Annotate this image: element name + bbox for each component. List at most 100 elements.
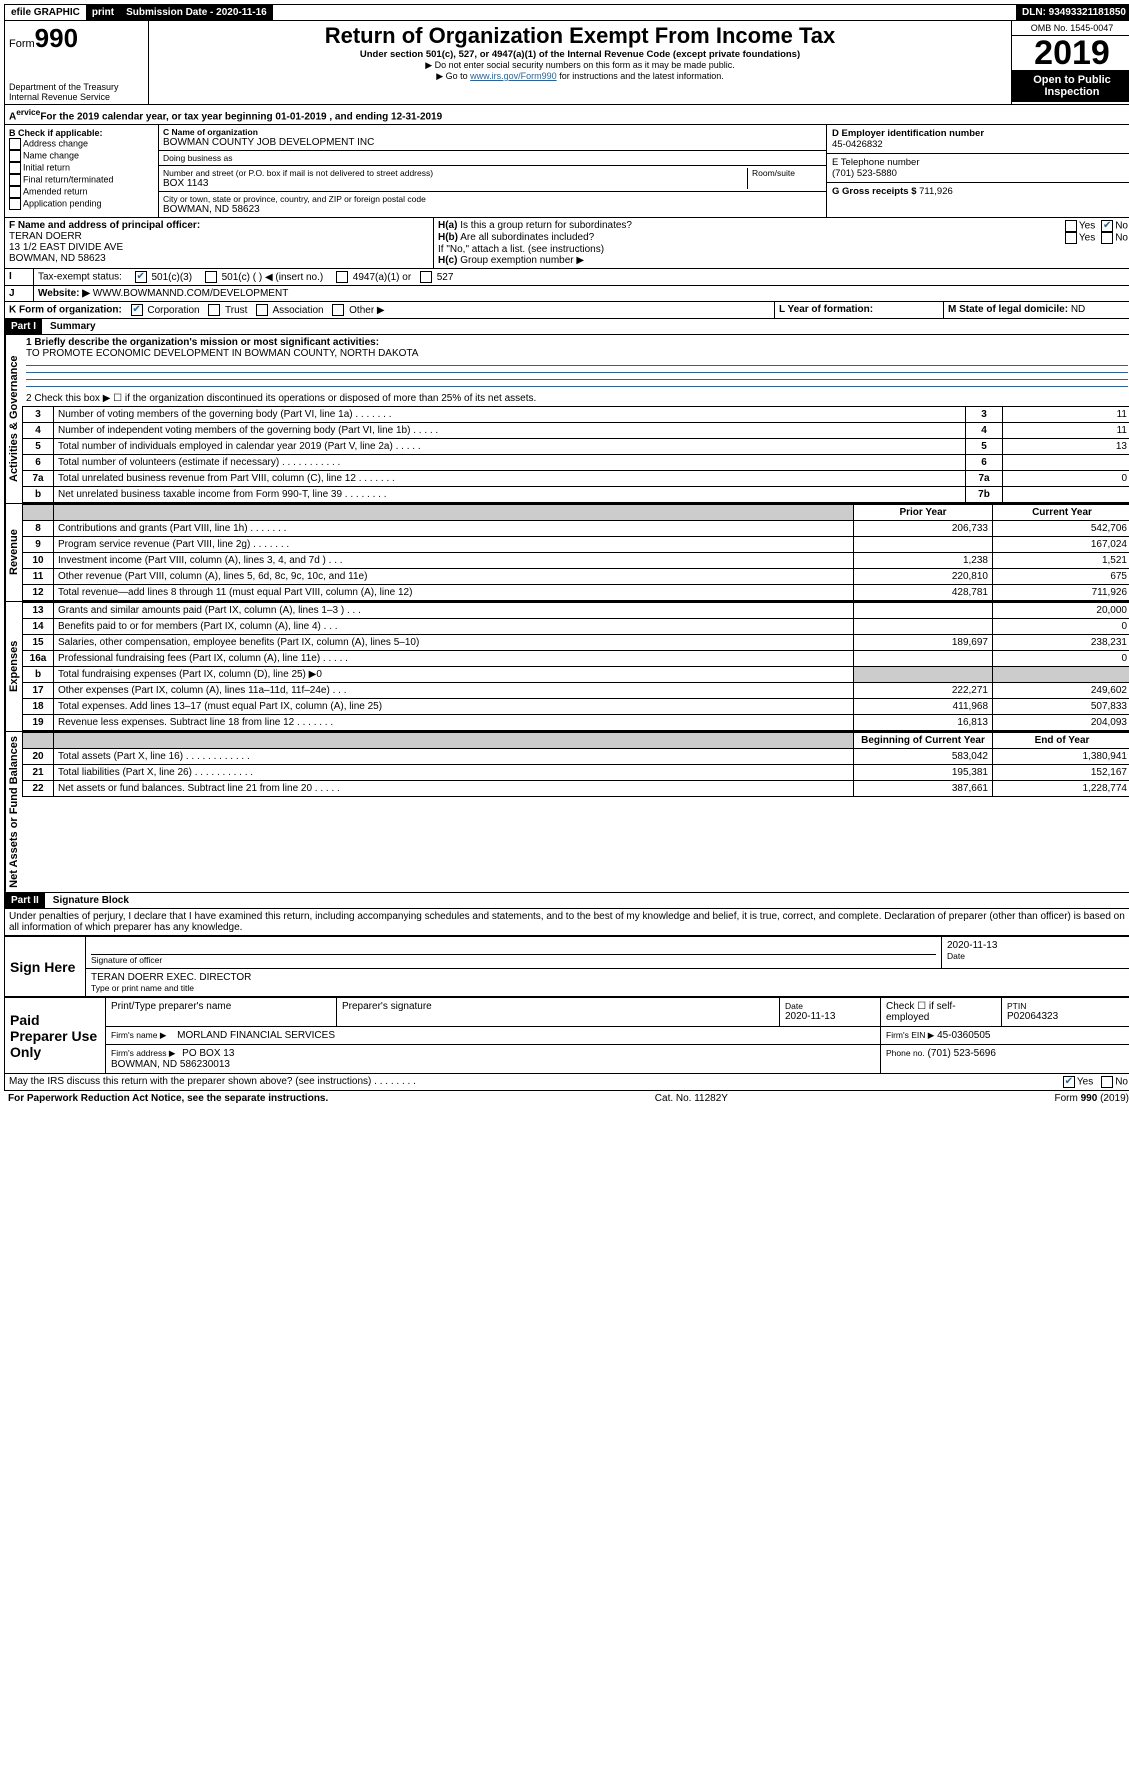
i-527[interactable]: 527 xyxy=(420,272,453,283)
website-value: WWW.BOWMANND.COM/DEVELOPMENT xyxy=(93,288,289,299)
form-label: Form xyxy=(9,38,35,50)
part-ii-subtitle: Signature Block xyxy=(53,895,129,906)
signature-block: Sign Here Signature of officer 2020-11-1… xyxy=(4,936,1129,997)
dln: DLN: 93493321181850 xyxy=(1016,5,1129,20)
section-k-l-m: K Form of organization: Corporation Trus… xyxy=(4,302,1129,319)
table-row: 11Other revenue (Part VIII, column (A), … xyxy=(23,569,1129,585)
net-assets-table: Beginning of Current YearEnd of Year20To… xyxy=(22,732,1129,797)
officer-printed-name: TERAN DOERR EXEC. DIRECTOR xyxy=(91,972,1127,983)
linea-pre: For the 2019 calendar year, or tax year … xyxy=(40,111,275,122)
l-label: L Year of formation: xyxy=(779,304,873,315)
opt-initial-return[interactable]: Initial return xyxy=(9,162,154,174)
i-4947[interactable]: 4947(a)(1) or xyxy=(336,272,411,283)
org-name: BOWMAN COUNTY JOB DEVELOPMENT INC xyxy=(163,137,822,148)
opt-address-change[interactable]: Address change xyxy=(9,138,154,150)
firm-ein-label: Firm's EIN ▶ xyxy=(886,1030,934,1040)
firm-name: MORLAND FINANCIAL SERVICES xyxy=(177,1030,335,1041)
sig-officer-label: Signature of officer xyxy=(91,955,936,965)
firm-phone-label: Phone no. xyxy=(886,1048,925,1058)
perjury-statement: Under penalties of perjury, I declare th… xyxy=(4,909,1129,936)
i-501c[interactable]: 501(c) ( ) ◀ (insert no.) xyxy=(205,272,323,283)
table-row: 8Contributions and grants (Part VIII, li… xyxy=(23,521,1129,537)
part-i-subtitle: Summary xyxy=(50,321,96,332)
type-name-label: Type or print name and title xyxy=(91,983,1127,993)
b-check-label: B Check if applicable: xyxy=(9,128,154,138)
k-assoc[interactable]: Association xyxy=(256,305,323,316)
print-button[interactable]: print xyxy=(86,5,120,20)
table-row: 9Program service revenue (Part VIII, lin… xyxy=(23,537,1129,553)
c-label: C Name of organization xyxy=(163,127,822,137)
table-row: 19Revenue less expenses. Subtract line 1… xyxy=(23,715,1129,731)
form-990: 990 xyxy=(35,23,78,53)
efile-label: efile GRAPHIC xyxy=(5,5,86,20)
k-trust[interactable]: Trust xyxy=(208,305,247,316)
mission-text: TO PROMOTE ECONOMIC DEVELOPMENT IN BOWMA… xyxy=(26,348,1128,359)
firm-phone: (701) 523-5696 xyxy=(928,1048,996,1059)
k-corp[interactable]: Corporation xyxy=(131,305,200,316)
table-row: 10Investment income (Part VIII, column (… xyxy=(23,553,1129,569)
sign-here-label: Sign Here xyxy=(5,937,86,997)
vlabel-revenue: Revenue xyxy=(5,504,22,601)
subtitle-2: ▶ Do not enter social security numbers o… xyxy=(155,60,1005,71)
i-501c3[interactable]: 501(c)(3) xyxy=(135,272,192,283)
linea-mid: , and ending xyxy=(327,111,391,122)
part-ii-title: Part II xyxy=(5,893,45,908)
irs-link[interactable]: www.irs.gov/Form990 xyxy=(470,71,557,81)
city-label: City or town, state or province, country… xyxy=(163,194,822,204)
discuss-no[interactable]: No xyxy=(1097,1074,1129,1090)
net-assets-section: Net Assets or Fund Balances Beginning of… xyxy=(4,732,1129,893)
check-self-employed[interactable]: Check ☐ if self-employed xyxy=(881,998,1002,1027)
expenses-section: Expenses 13Grants and similar amounts pa… xyxy=(4,602,1129,732)
part-i-body: Activities & Governance 1 Briefly descri… xyxy=(4,335,1129,504)
dept-treasury: Department of the Treasury Internal Reve… xyxy=(9,82,144,102)
hb-no[interactable]: No xyxy=(1101,232,1128,244)
subtitle-3: ▶ Go to www.irs.gov/Form990 for instruct… xyxy=(155,71,1005,82)
addr-value: BOX 1143 xyxy=(163,178,747,189)
expenses-table: 13Grants and similar amounts paid (Part … xyxy=(22,602,1129,731)
opt-amended-return[interactable]: Amended return xyxy=(9,186,154,198)
opt-final-return[interactable]: Final return/terminated xyxy=(9,174,154,186)
hb-yes[interactable]: Yes xyxy=(1065,232,1095,244)
opt-application-pending[interactable]: Application pending xyxy=(9,198,154,210)
officer-addr1: 13 1/2 EAST DIVIDE AVE xyxy=(9,242,429,253)
section-f-h: F Name and address of principal officer:… xyxy=(4,218,1129,269)
section-i: I Tax-exempt status: 501(c)(3) 501(c) ( … xyxy=(4,269,1129,286)
ha-yes[interactable]: Yes xyxy=(1065,220,1095,232)
discuss-yes[interactable]: Yes xyxy=(1059,1074,1097,1090)
table-header-row: Prior YearCurrent Year xyxy=(23,505,1129,521)
table-row: 15Salaries, other compensation, employee… xyxy=(23,635,1129,651)
part-i-title: Part I xyxy=(5,319,42,334)
k-label: K Form of organization: xyxy=(9,305,122,316)
table-row: 16aProfessional fundraising fees (Part I… xyxy=(23,651,1129,667)
top-bar: efile GRAPHIC print Submission Date - 20… xyxy=(4,4,1129,21)
sig-date: 2020-11-13 xyxy=(947,940,1127,951)
governance-table: 3Number of voting members of the governi… xyxy=(22,406,1129,503)
table-row: 6Total number of volunteers (estimate if… xyxy=(23,455,1129,471)
gross-value: 711,926 xyxy=(919,186,953,197)
linea-end: 12-31-2019 xyxy=(391,111,442,122)
footer-mid: Cat. No. 11282Y xyxy=(655,1093,728,1104)
g-label: G Gross receipts $ xyxy=(832,186,919,197)
ein-value: 45-0426832 xyxy=(832,139,1127,150)
sub3-post: for instructions and the latest informat… xyxy=(557,71,724,81)
page-footer: For Paperwork Reduction Act Notice, see … xyxy=(4,1091,1129,1106)
form-number: Form990 xyxy=(9,23,144,54)
firm-ein: 45-0360505 xyxy=(937,1030,990,1041)
table-row: 14Benefits paid to or for members (Part … xyxy=(23,619,1129,635)
ptin-label: PTIN xyxy=(1007,1001,1127,1011)
table-header-row: Beginning of Current YearEnd of Year xyxy=(23,733,1129,749)
room-label: Room/suite xyxy=(747,168,822,189)
footer-left: For Paperwork Reduction Act Notice, see … xyxy=(8,1093,328,1104)
ha-no[interactable]: No xyxy=(1101,220,1128,232)
table-row: 5Total number of individuals employed in… xyxy=(23,439,1129,455)
tax-year: 2019 xyxy=(1012,36,1129,70)
vlabel-expenses: Expenses xyxy=(5,602,22,731)
opt-name-change[interactable]: Name change xyxy=(9,150,154,162)
spacer xyxy=(273,11,1016,15)
table-row: 21Total liabilities (Part X, line 26) . … xyxy=(23,765,1129,781)
part-i-header: Part I Summary xyxy=(4,319,1129,335)
k-other[interactable]: Other ▶ xyxy=(332,305,384,316)
vlabel-net-assets: Net Assets or Fund Balances xyxy=(5,732,22,892)
firm-addr-label: Firm's address ▶ xyxy=(111,1048,175,1058)
table-row: 3Number of voting members of the governi… xyxy=(23,407,1129,423)
